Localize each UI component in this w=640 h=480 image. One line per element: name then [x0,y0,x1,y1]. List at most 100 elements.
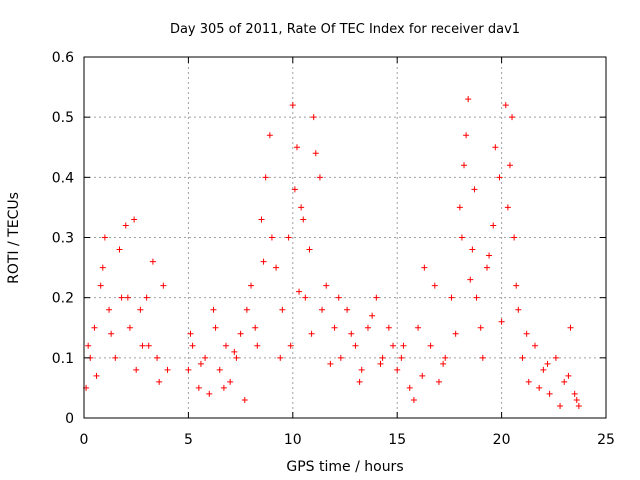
data-point [479,354,486,361]
data-point [258,216,265,223]
data-point [483,264,490,271]
data-point [575,402,582,409]
data-point [164,366,171,373]
data-point [440,360,447,367]
y-tick-label: 0.5 [52,110,74,126]
data-point [486,252,493,259]
data-point [490,222,497,229]
data-point [431,282,438,289]
data-point [477,324,484,331]
data-point [108,330,115,337]
data-point [248,282,255,289]
y-tick-label: 0.1 [52,351,74,367]
data-point [212,324,219,331]
grid-lines [84,57,606,418]
data-point [306,246,313,253]
data-point [557,402,564,409]
data-point [154,354,161,361]
data-point [266,132,273,139]
y-tick-label: 0.6 [52,50,74,66]
data-point [202,354,209,361]
data-point [469,246,476,253]
data-point [277,354,284,361]
data-point [156,378,163,385]
data-point [331,324,338,331]
data-point [496,174,503,181]
data-point [291,186,298,193]
x-tick-label: 5 [184,432,193,448]
data-point [145,342,152,349]
data-point [122,222,129,229]
data-point [300,216,307,223]
data-point [85,342,92,349]
data-point [456,204,463,211]
x-axis-label: GPS time / hours [286,459,403,475]
data-point [93,372,100,379]
data-point [461,162,468,169]
data-point [421,264,428,271]
data-point [116,246,123,253]
data-point [222,342,229,349]
data-point [293,144,300,151]
data-point [536,384,543,391]
data-point [467,276,474,283]
data-point [197,360,204,367]
data-point [99,264,106,271]
data-point [532,342,539,349]
x-tick-label: 0 [80,432,89,448]
data-point [285,234,292,241]
x-tick-label: 25 [597,432,615,448]
data-point [506,162,513,169]
data-point [289,102,296,109]
data-point [124,294,131,301]
data-point [515,306,522,313]
data-point [344,306,351,313]
data-point [279,306,286,313]
data-point [160,282,167,289]
data-point [296,288,303,295]
data-point [137,306,144,313]
data-point [369,312,376,319]
data-point [385,324,392,331]
data-point [126,324,133,331]
data-point [335,294,342,301]
data-point [352,342,359,349]
data-point [452,330,459,337]
data-point [260,258,267,265]
data-point [252,324,259,331]
data-point [525,378,532,385]
data-point [519,354,526,361]
data-point [106,306,113,313]
data-point [310,114,317,121]
data-point [231,348,238,355]
data-point [511,234,518,241]
data-point [463,132,470,139]
data-point [243,306,250,313]
data-point [118,294,125,301]
data-point [406,384,413,391]
data-point [298,204,305,211]
data-point [302,294,309,301]
data-point [227,378,234,385]
data-point [458,234,465,241]
data-point [509,114,516,121]
data-point [364,324,371,331]
y-axis-ticks: 0 0.1 0.2 0.3 0.4 0.5 0.6 [52,50,606,427]
data-point [143,294,150,301]
data-point [133,366,140,373]
data-point [415,324,422,331]
data-point [565,372,572,379]
data-point [131,216,138,223]
data-point [540,366,547,373]
data-point [308,330,315,337]
data-point [139,342,146,349]
x-tick-label: 20 [493,432,511,448]
data-point [254,342,261,349]
data-point [337,354,344,361]
data-point [262,174,269,181]
data-point [473,294,480,301]
data-point [567,324,574,331]
data-point [427,342,434,349]
data-point [216,366,223,373]
